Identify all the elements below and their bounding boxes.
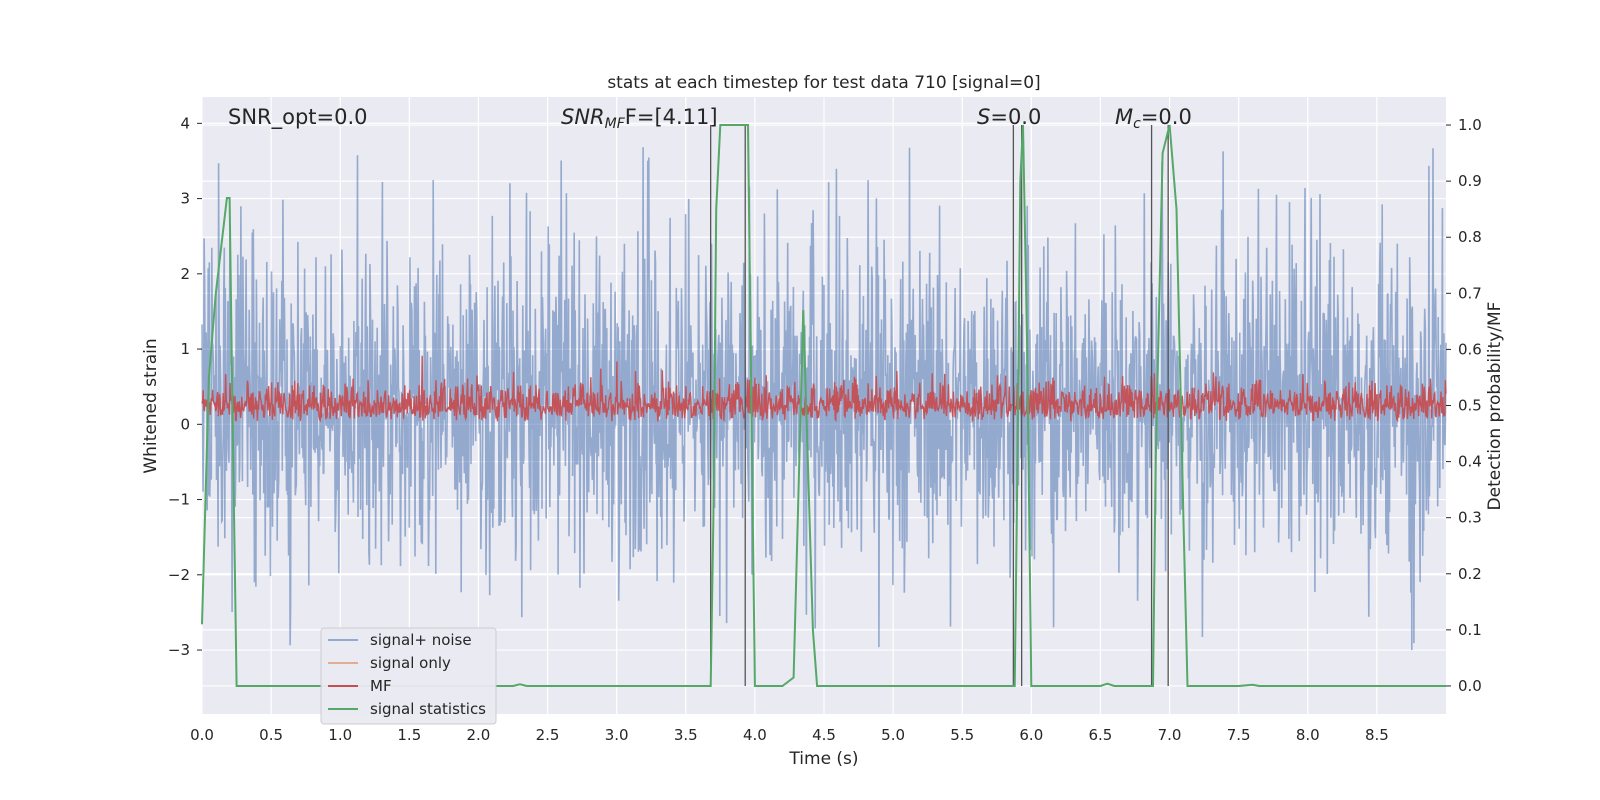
x-tick-label: 0.5	[259, 726, 283, 744]
x-tick-label: 1.0	[328, 726, 352, 744]
x-tick-label: 6.0	[1019, 726, 1043, 744]
s-value: =0.0	[990, 105, 1041, 129]
y-tick-label: −3	[168, 641, 190, 659]
mf-line	[201, 355, 1447, 423]
legend-label-signal-only: signal only	[370, 654, 451, 672]
x-tick-label: 3.5	[674, 726, 698, 744]
y-tick-label: 3	[180, 190, 190, 208]
y-right-tick-label: 0.9	[1458, 172, 1482, 190]
x-tick-label: 5.0	[881, 726, 905, 744]
mc-sub: c	[1133, 116, 1141, 132]
y-axis-label: Whitened strain	[141, 338, 161, 473]
y-tick-labels: −3 −2 −1 0 1 2 3 4	[168, 114, 202, 659]
mc-value: =0.0	[1141, 105, 1192, 129]
vertical-marker-lines	[710, 125, 1169, 686]
snr-mf-sub: MF	[605, 116, 626, 132]
signal-plus-noise-series	[201, 147, 1447, 651]
y-tick-label: −1	[168, 491, 190, 509]
y-right-tick-label: 0.1	[1458, 621, 1482, 639]
x-axis-label: Time (s)	[788, 749, 858, 769]
y-right-tick-label: 1.0	[1458, 116, 1482, 134]
y-right-tick-label: 0.2	[1458, 565, 1482, 583]
annotation-snr-mf: SNRMFF=[4.11]	[561, 105, 718, 132]
y-right-tick-label: 0.6	[1458, 340, 1482, 358]
legend-box	[320, 627, 497, 725]
legend-label-signal-statistics: signal statistics	[370, 700, 486, 718]
legend: signal+ noise signal only MF signal stat…	[320, 627, 497, 725]
x-tick-label: 8.5	[1365, 726, 1389, 744]
snr-mf-main: SNR	[561, 105, 605, 129]
annotation-snr-opt: SNR_opt=0.0	[228, 105, 368, 130]
y-right-tick-labels: 0.0 0.1 0.2 0.3 0.4 0.5 0.6 0.7 0.8 0.9 1.0	[1446, 116, 1482, 695]
x-tick-label: 8.0	[1296, 726, 1320, 744]
y-right-tick-label: 0.5	[1458, 397, 1482, 415]
x-tick-label: 4.0	[743, 726, 767, 744]
x-tick-label: 0.0	[190, 726, 214, 744]
y-right-tick-label: 0.4	[1458, 453, 1482, 471]
signal-plus-noise-line	[201, 147, 1447, 651]
x-tick-label: 5.5	[950, 726, 974, 744]
annotation-mc: Mc=0.0	[1115, 105, 1192, 132]
legend-label-mf: MF	[370, 677, 392, 695]
y-tick-label: 4	[180, 114, 190, 132]
x-tick-label: 1.5	[397, 726, 421, 744]
x-tick-label: 3.0	[605, 726, 629, 744]
y-right-axis-label: Detection probability/MF	[1485, 302, 1505, 511]
legend-label-signal-noise: signal+ noise	[370, 631, 472, 649]
y-right-tick-label: 0.8	[1458, 228, 1482, 246]
y-tick-label: 0	[180, 415, 190, 433]
x-tick-label: 6.5	[1089, 726, 1113, 744]
x-tick-label: 7.0	[1158, 726, 1182, 744]
x-tick-label: 2.5	[536, 726, 560, 744]
x-tick-labels: 0.0 0.5 1.0 1.5 2.0 2.5 3.0 3.5 4.0 4.5 5.0 5.5 6.0 6…	[190, 726, 1389, 744]
annotation-s: S=0.0	[977, 105, 1041, 129]
y-tick-label: −2	[168, 566, 190, 584]
snr-mf-value: F=[4.11]	[625, 105, 718, 129]
y-right-tick-label: 0.0	[1458, 677, 1482, 695]
s-main: S	[977, 105, 990, 129]
y-right-tick-label: 0.3	[1458, 509, 1482, 527]
mc-main: M	[1115, 105, 1133, 129]
x-tick-label: 4.5	[812, 726, 836, 744]
y-right-tick-label: 0.7	[1458, 284, 1482, 302]
chart-title: stats at each timestep for test data 710…	[607, 73, 1040, 93]
y-tick-label: 2	[180, 265, 190, 283]
x-tick-label: 7.5	[1227, 726, 1251, 744]
x-tick-label: 2.0	[467, 726, 491, 744]
mf-series	[201, 355, 1447, 423]
y-tick-label: 1	[180, 340, 190, 358]
